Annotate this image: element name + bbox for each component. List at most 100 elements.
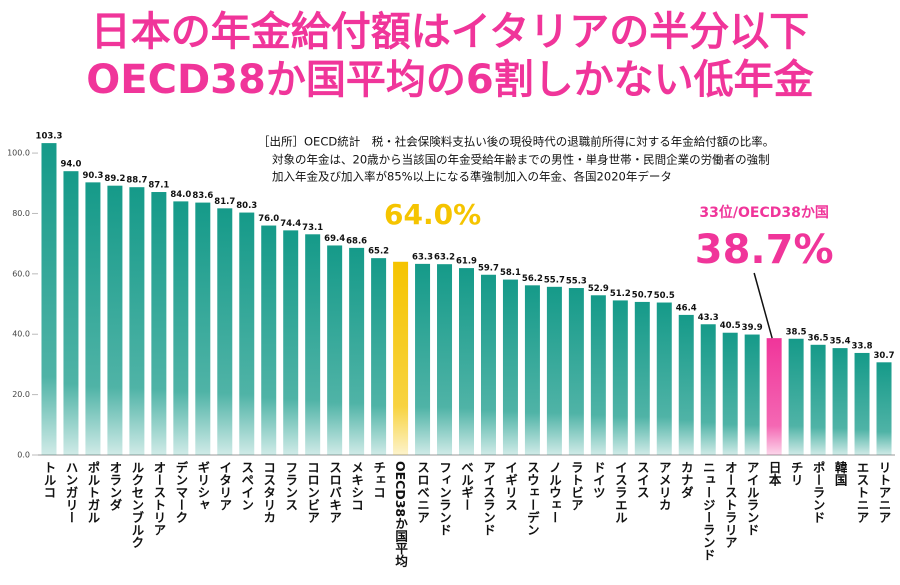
value-label: 35.4: [830, 337, 851, 347]
chart-title: OECD38か国平均の6割しかない低年金: [86, 57, 814, 103]
bar: [283, 230, 299, 455]
value-label: 90.3: [82, 171, 103, 181]
bar: [173, 201, 189, 455]
value-label: 83.6: [192, 191, 213, 201]
x-tick-label: 韓国: [833, 460, 848, 487]
source-note: ［出所］OECD統計 税・社会保険料支払い後の現役時代の退職前所得に対する年金給…: [258, 135, 774, 149]
value-label: 63.3: [412, 252, 433, 262]
bar: [327, 245, 343, 455]
bar: [371, 258, 387, 455]
bar: [810, 344, 826, 455]
value-label: 43.3: [698, 313, 719, 323]
y-tick-label: 80.0: [12, 209, 30, 218]
x-tick-label: ルクセンブルク: [129, 461, 144, 549]
value-label: 39.9: [742, 323, 763, 333]
x-tick-label: ニュージーランド: [701, 461, 716, 561]
annotation-line: [753, 272, 773, 339]
bar: [700, 324, 716, 455]
value-label: 38.7%: [695, 227, 834, 273]
x-tick-label: スロバキア: [327, 461, 342, 524]
x-tick-label: アメリカ: [657, 461, 672, 511]
bar: [744, 334, 760, 455]
bar: [832, 348, 848, 455]
value-label: 55.3: [566, 277, 587, 287]
x-tick-label: リトアニア: [877, 461, 892, 524]
value-label: 64.0%: [384, 198, 481, 231]
source-note: 加入年金及び加入率が85%以上になる準強制加入の年金、各国2020年データ: [272, 170, 672, 184]
bar: [415, 263, 431, 455]
y-tick-label: 20.0: [12, 390, 30, 399]
bar: [678, 314, 694, 455]
bar: [437, 264, 453, 455]
x-tick-label: ラトビア: [569, 461, 584, 511]
bar: [393, 261, 409, 455]
bar: [502, 279, 518, 455]
bar: [261, 225, 277, 455]
value-label: 58.1: [500, 268, 521, 278]
value-label: 80.3: [236, 201, 257, 211]
value-label: 73.1: [302, 223, 323, 233]
chart-title: 日本の年金給付額はイタリアの半分以下: [91, 9, 809, 55]
value-label: 87.1: [148, 181, 169, 191]
bar: [85, 182, 101, 455]
bar: [568, 288, 584, 455]
bar: [656, 302, 672, 455]
bar: [722, 332, 738, 455]
bar: [546, 286, 562, 455]
bar: [349, 247, 365, 455]
x-tick-label: トルコ: [41, 461, 56, 499]
y-tick-label: 0.0: [17, 451, 30, 460]
bar: [524, 285, 540, 455]
annotation: 33位/OECD38か国: [699, 204, 828, 221]
bar: [107, 185, 123, 455]
x-tick-label: コスタリカ: [261, 461, 276, 524]
value-label: 50.7: [632, 290, 653, 300]
bar: [63, 171, 79, 455]
value-label: 74.4: [280, 219, 301, 229]
bar: [854, 352, 870, 455]
value-label: 33.8: [852, 341, 873, 351]
bar: [217, 208, 233, 455]
x-tick-label: スウェーデン: [525, 461, 540, 536]
bar: [459, 268, 474, 455]
value-label: 63.2: [434, 253, 455, 263]
bar: [590, 295, 606, 455]
x-tick-label: アイルランド: [745, 461, 760, 536]
x-tick-label: オランダ: [107, 461, 122, 511]
bar: [195, 202, 211, 455]
bar: [480, 274, 496, 455]
value-label: 65.2: [368, 247, 389, 257]
value-label: 51.2: [610, 289, 631, 299]
x-tick-label: イスラエル: [613, 461, 628, 524]
value-label: 40.5: [720, 321, 741, 331]
value-label: 36.5: [808, 333, 829, 343]
source-note: 対象の年金は、20歳から当該国の年金受給年齢までの男性・単身世帯・民間企業の労働…: [272, 153, 770, 167]
x-tick-label: 日本: [767, 461, 782, 487]
x-tick-label: コロンビア: [305, 461, 320, 524]
value-label: 61.9: [456, 257, 477, 267]
value-label: 46.4: [676, 303, 697, 313]
x-tick-label: メキシコ: [349, 461, 364, 511]
x-tick-label: エストニア: [855, 461, 870, 524]
x-tick-label: OECD38か国平均: [393, 461, 408, 568]
x-tick-label: ハンガリー: [63, 461, 78, 524]
x-tick-label: ギリシャ: [195, 460, 210, 511]
value-label: 30.7: [874, 351, 895, 361]
bar: [788, 338, 804, 455]
bar: [634, 301, 650, 455]
x-tick-label: イタリア: [217, 461, 232, 511]
value-label: 76.0: [258, 214, 279, 224]
x-tick-label: スペイン: [239, 461, 254, 511]
x-tick-label: スイス: [635, 461, 650, 499]
x-tick-label: フィンランド: [437, 461, 452, 536]
x-tick-label: アイスランド: [481, 461, 496, 536]
bar: [766, 338, 782, 455]
x-tick-label: カナダ: [679, 461, 694, 499]
x-tick-label: ノルウェー: [547, 461, 562, 524]
value-label: 38.5: [786, 327, 807, 337]
bar: [612, 300, 628, 455]
x-tick-label: ポーランド: [811, 460, 826, 524]
value-label: 94.0: [60, 160, 81, 170]
x-tick-label: チリ: [789, 461, 804, 486]
